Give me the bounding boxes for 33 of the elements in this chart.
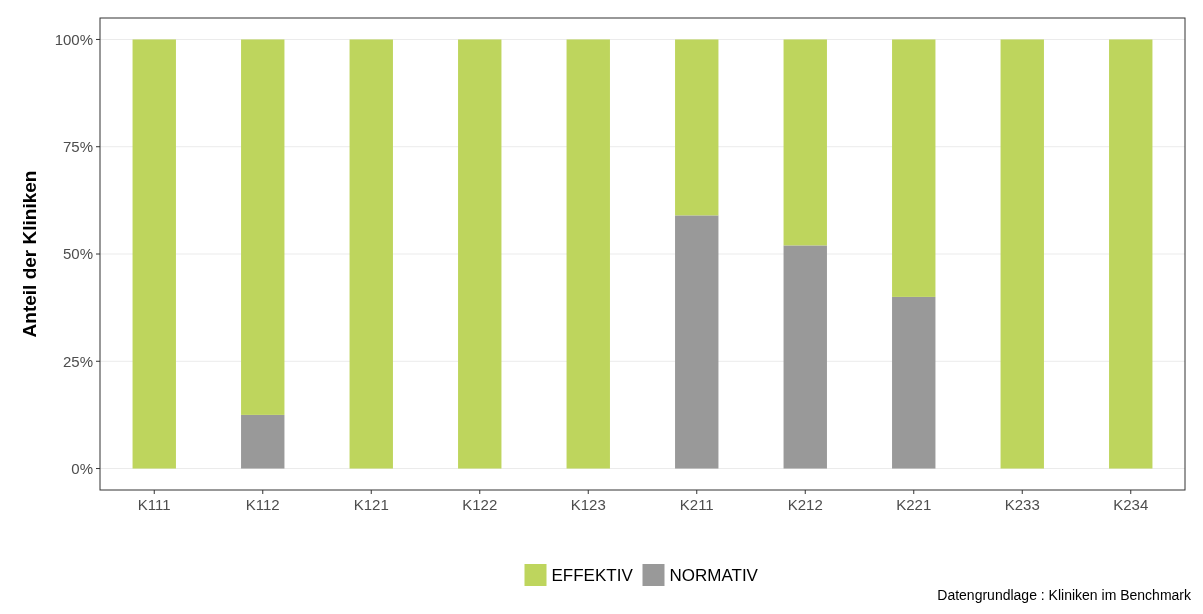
- bar: [241, 39, 285, 415]
- bar: [1000, 39, 1044, 469]
- text: Datengrundlage : Kliniken im Benchmark: [937, 587, 1192, 603]
- bar: [349, 39, 393, 469]
- bar: [458, 39, 502, 469]
- bar: [783, 245, 827, 469]
- x-tick-label: K233: [1004, 496, 1040, 513]
- x-tick-label: K111: [137, 496, 171, 513]
- x-tick-label: K221: [896, 496, 932, 513]
- y-tick-label: 75%: [62, 137, 93, 155]
- bar: [241, 414, 285, 469]
- x-tick-label: K212: [787, 496, 823, 513]
- bar: [566, 39, 610, 469]
- y-tick-label: 0%: [71, 459, 93, 477]
- bar: [132, 39, 176, 469]
- y-tick-label: 50%: [62, 245, 93, 263]
- y-axis-title: Anteil der Kliniken: [19, 170, 40, 338]
- x-tick-label: K112: [245, 496, 280, 513]
- y-tick-label: 100%: [54, 30, 93, 48]
- x-tick-label: K234: [1113, 496, 1149, 513]
- bar: [1109, 39, 1153, 469]
- x-tick-label: K122: [462, 496, 498, 513]
- x-tick-label: K121: [353, 496, 389, 513]
- y-tick-label: 25%: [62, 352, 93, 370]
- bar: [892, 39, 936, 297]
- bar: [892, 296, 936, 469]
- x-tick-label: K123: [570, 496, 606, 513]
- bar: [783, 39, 827, 246]
- bar: [675, 39, 719, 216]
- bar: [675, 215, 719, 469]
- x-tick-label: K211: [679, 496, 714, 513]
- legend-label: EFFEKTIV: [551, 565, 634, 585]
- legend-label: NORMATIV: [669, 565, 759, 585]
